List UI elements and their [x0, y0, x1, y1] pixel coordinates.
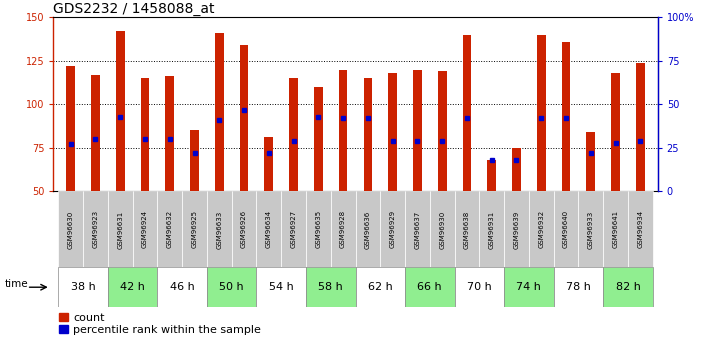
- Bar: [363, 78, 373, 191]
- Bar: [338, 69, 348, 191]
- Bar: [579, 191, 603, 267]
- Text: 50 h: 50 h: [220, 282, 244, 292]
- Bar: [331, 191, 356, 267]
- Text: 70 h: 70 h: [467, 282, 492, 292]
- Bar: [141, 78, 149, 191]
- Bar: [463, 35, 471, 191]
- Bar: [91, 75, 100, 191]
- Bar: [405, 267, 454, 307]
- Bar: [207, 267, 257, 307]
- Text: 78 h: 78 h: [566, 282, 591, 292]
- Text: GSM96923: GSM96923: [92, 210, 98, 248]
- Legend: count, percentile rank within the sample: count, percentile rank within the sample: [59, 313, 261, 335]
- Bar: [479, 191, 504, 267]
- Bar: [454, 191, 479, 267]
- Text: time: time: [4, 279, 28, 289]
- Text: GSM96633: GSM96633: [216, 210, 223, 248]
- Text: GSM96640: GSM96640: [563, 210, 569, 248]
- Text: GSM96638: GSM96638: [464, 210, 470, 248]
- Bar: [58, 267, 108, 307]
- Bar: [380, 191, 405, 267]
- Bar: [405, 191, 430, 267]
- Bar: [454, 267, 504, 307]
- Bar: [356, 267, 405, 307]
- Bar: [529, 191, 554, 267]
- Text: GSM96933: GSM96933: [588, 210, 594, 248]
- Text: GSM96639: GSM96639: [513, 210, 520, 248]
- Bar: [116, 31, 124, 191]
- Bar: [289, 78, 298, 191]
- Bar: [157, 267, 207, 307]
- Bar: [562, 42, 570, 191]
- Bar: [554, 267, 603, 307]
- Bar: [504, 267, 554, 307]
- Bar: [430, 191, 454, 267]
- Text: GSM96931: GSM96931: [488, 210, 495, 248]
- Bar: [83, 191, 108, 267]
- Text: 42 h: 42 h: [120, 282, 145, 292]
- Text: GSM96926: GSM96926: [241, 210, 247, 248]
- Text: GSM96925: GSM96925: [191, 210, 198, 248]
- Text: GSM96934: GSM96934: [637, 210, 643, 248]
- Bar: [356, 191, 380, 267]
- Text: GSM96927: GSM96927: [291, 210, 296, 248]
- Bar: [108, 267, 157, 307]
- Bar: [603, 191, 628, 267]
- Text: GSM96932: GSM96932: [538, 210, 544, 248]
- Text: GSM96635: GSM96635: [316, 210, 321, 248]
- Bar: [108, 191, 132, 267]
- Bar: [306, 191, 331, 267]
- Text: GSM96632: GSM96632: [167, 210, 173, 248]
- Bar: [166, 77, 174, 191]
- Bar: [314, 87, 323, 191]
- Text: 58 h: 58 h: [319, 282, 343, 292]
- Bar: [636, 62, 645, 191]
- Bar: [537, 35, 545, 191]
- Text: GSM96641: GSM96641: [613, 210, 619, 248]
- Bar: [388, 73, 397, 191]
- Bar: [413, 69, 422, 191]
- Bar: [611, 73, 620, 191]
- Bar: [587, 132, 595, 191]
- Bar: [504, 191, 529, 267]
- Bar: [512, 148, 521, 191]
- Text: GSM96637: GSM96637: [415, 210, 420, 248]
- Bar: [628, 191, 653, 267]
- Bar: [603, 267, 653, 307]
- Text: 46 h: 46 h: [170, 282, 195, 292]
- Text: 54 h: 54 h: [269, 282, 294, 292]
- Text: GSM96924: GSM96924: [142, 210, 148, 248]
- Text: 82 h: 82 h: [616, 282, 641, 292]
- Bar: [257, 267, 306, 307]
- Bar: [215, 33, 223, 191]
- Text: GSM96634: GSM96634: [266, 210, 272, 248]
- Bar: [264, 137, 273, 191]
- Bar: [257, 191, 281, 267]
- Bar: [207, 191, 232, 267]
- Text: GDS2232 / 1458088_at: GDS2232 / 1458088_at: [53, 2, 215, 16]
- Bar: [306, 267, 356, 307]
- Bar: [438, 71, 447, 191]
- Bar: [232, 191, 257, 267]
- Text: GSM96930: GSM96930: [439, 210, 445, 248]
- Text: GSM96631: GSM96631: [117, 210, 123, 248]
- Bar: [554, 191, 579, 267]
- Text: GSM96928: GSM96928: [340, 210, 346, 248]
- Bar: [157, 191, 182, 267]
- Bar: [66, 66, 75, 191]
- Bar: [182, 191, 207, 267]
- Text: GSM96929: GSM96929: [390, 210, 395, 248]
- Text: GSM96630: GSM96630: [68, 210, 74, 248]
- Bar: [190, 130, 199, 191]
- Bar: [281, 191, 306, 267]
- Bar: [240, 45, 248, 191]
- Text: 66 h: 66 h: [417, 282, 442, 292]
- Bar: [58, 191, 83, 267]
- Text: GSM96636: GSM96636: [365, 210, 371, 248]
- Text: 62 h: 62 h: [368, 282, 392, 292]
- Bar: [132, 191, 157, 267]
- Text: 38 h: 38 h: [70, 282, 95, 292]
- Bar: [488, 160, 496, 191]
- Text: 74 h: 74 h: [516, 282, 541, 292]
